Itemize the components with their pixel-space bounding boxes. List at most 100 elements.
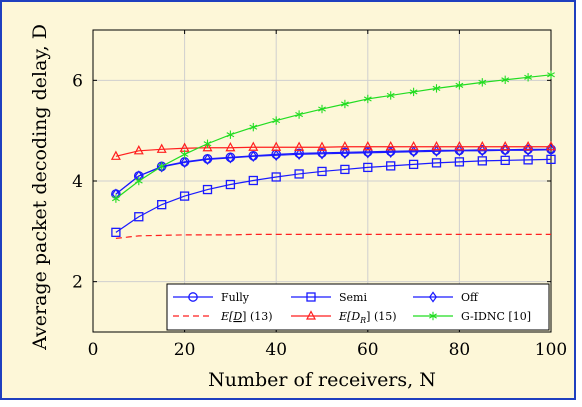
x-tick-label: 60 xyxy=(357,340,379,360)
data-point xyxy=(294,141,305,151)
data-point xyxy=(318,104,326,114)
legend: Fully Semi Off E[D] (13) E[DR] (15) G-IDNC [1… xyxy=(166,283,550,331)
data-point xyxy=(317,141,327,151)
legend-items: Fully Semi Off E[D] (13) E[DR] (15) G-IDNC [1… xyxy=(173,291,531,325)
data-point xyxy=(111,227,121,237)
data-point xyxy=(501,144,510,156)
data-point xyxy=(408,140,419,151)
data-point xyxy=(363,94,372,104)
star-stroke xyxy=(226,132,235,138)
data-point xyxy=(340,164,350,175)
data-point xyxy=(110,150,121,160)
data-point xyxy=(363,162,373,173)
y-tick-label: 4 xyxy=(72,172,83,192)
star-stroke xyxy=(134,178,143,184)
star-stroke xyxy=(180,151,189,157)
x-tick-label: 80 xyxy=(449,340,471,360)
data-point xyxy=(226,130,235,139)
x-tick-label: 20 xyxy=(174,340,196,360)
data-point xyxy=(362,140,373,151)
series-1 xyxy=(111,154,556,237)
data-point xyxy=(249,122,258,132)
star-stroke xyxy=(249,124,258,130)
star-stroke xyxy=(203,141,212,147)
star-stroke xyxy=(318,106,326,112)
data-point xyxy=(180,150,189,159)
y-axis-label: Average packet decoding delay, D xyxy=(29,24,51,351)
star-stroke xyxy=(478,79,487,85)
data-point xyxy=(409,87,418,97)
data-point xyxy=(454,157,465,167)
legend-entry: Semi xyxy=(291,291,367,304)
data-point xyxy=(363,147,372,159)
data-point xyxy=(478,78,487,87)
data-point xyxy=(340,99,349,109)
data-point xyxy=(385,140,396,151)
data-point xyxy=(225,142,236,152)
star-stroke xyxy=(501,77,510,83)
legend-entry: G-IDNC [10] xyxy=(413,310,531,323)
data-point xyxy=(431,158,442,168)
series-4 xyxy=(110,140,556,160)
data-point xyxy=(202,184,213,195)
star-stroke xyxy=(386,92,395,99)
legend-swatch-marker xyxy=(306,310,316,320)
tick-layer: 0 20 40 60 80 100 2 4 6 xyxy=(72,30,567,360)
data-point xyxy=(272,116,281,125)
data-point xyxy=(524,73,533,82)
figure-frame xyxy=(0,0,576,400)
data-point xyxy=(386,161,396,171)
series-3 xyxy=(115,233,551,239)
legend-entry: E[DR] (15) xyxy=(291,310,397,325)
x-axis-label: Number of receivers, N xyxy=(208,369,436,391)
data-point xyxy=(295,148,304,160)
y-tick-label: 6 xyxy=(72,71,83,91)
star-stroke xyxy=(111,196,120,202)
data-point xyxy=(500,155,510,166)
data-point xyxy=(295,110,304,119)
data-point xyxy=(249,150,258,162)
data-point xyxy=(203,139,212,148)
legend-label: Semi xyxy=(339,291,367,304)
data-point xyxy=(156,143,167,153)
data-point xyxy=(547,70,555,79)
star-stroke xyxy=(455,82,464,88)
legend-entry: Fully xyxy=(173,291,250,304)
data-point xyxy=(226,152,235,164)
legend-label: E[D] (13) xyxy=(220,310,273,323)
data-point xyxy=(180,156,189,169)
data-point xyxy=(157,162,166,171)
data-point xyxy=(134,212,144,222)
data-point xyxy=(455,81,464,90)
x-tick-label: 40 xyxy=(265,340,287,360)
series-line xyxy=(115,74,552,200)
data-point xyxy=(248,141,259,151)
data-point xyxy=(501,75,510,85)
star-stroke xyxy=(547,72,555,78)
data-point xyxy=(500,140,511,151)
data-point xyxy=(432,84,441,93)
x-tick-label: 100 xyxy=(535,340,567,360)
data-point xyxy=(111,194,120,203)
legend-swatch-marker xyxy=(428,291,438,303)
legend-swatch-marker xyxy=(188,292,198,302)
y-tick-label: 2 xyxy=(72,273,83,293)
series-line xyxy=(115,146,551,157)
data-point xyxy=(317,166,327,177)
data-point xyxy=(386,91,395,100)
legend-swatch-marker xyxy=(429,311,437,321)
data-point xyxy=(225,179,236,190)
data-point xyxy=(340,147,349,159)
data-point xyxy=(477,156,487,166)
data-point xyxy=(202,142,213,152)
star-stroke xyxy=(272,118,281,124)
data-point xyxy=(339,140,350,151)
series-2 xyxy=(111,144,556,200)
legend-entry: Off xyxy=(413,291,479,304)
data-point xyxy=(134,176,143,186)
data-point xyxy=(523,140,534,151)
data-point xyxy=(386,146,395,158)
legend-label: E[DR] (15) xyxy=(338,310,397,325)
legend-entry: E[D] (13) xyxy=(173,310,273,323)
